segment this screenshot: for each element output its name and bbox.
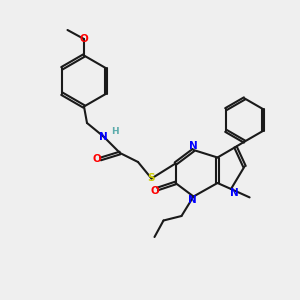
Text: N: N [188, 195, 196, 205]
Text: H: H [111, 128, 119, 136]
Text: S: S [148, 173, 155, 184]
Text: O: O [92, 154, 101, 164]
Text: N: N [230, 188, 238, 199]
Text: O: O [150, 185, 159, 196]
Text: N: N [99, 131, 108, 142]
Text: N: N [189, 141, 198, 152]
Text: O: O [80, 34, 88, 44]
